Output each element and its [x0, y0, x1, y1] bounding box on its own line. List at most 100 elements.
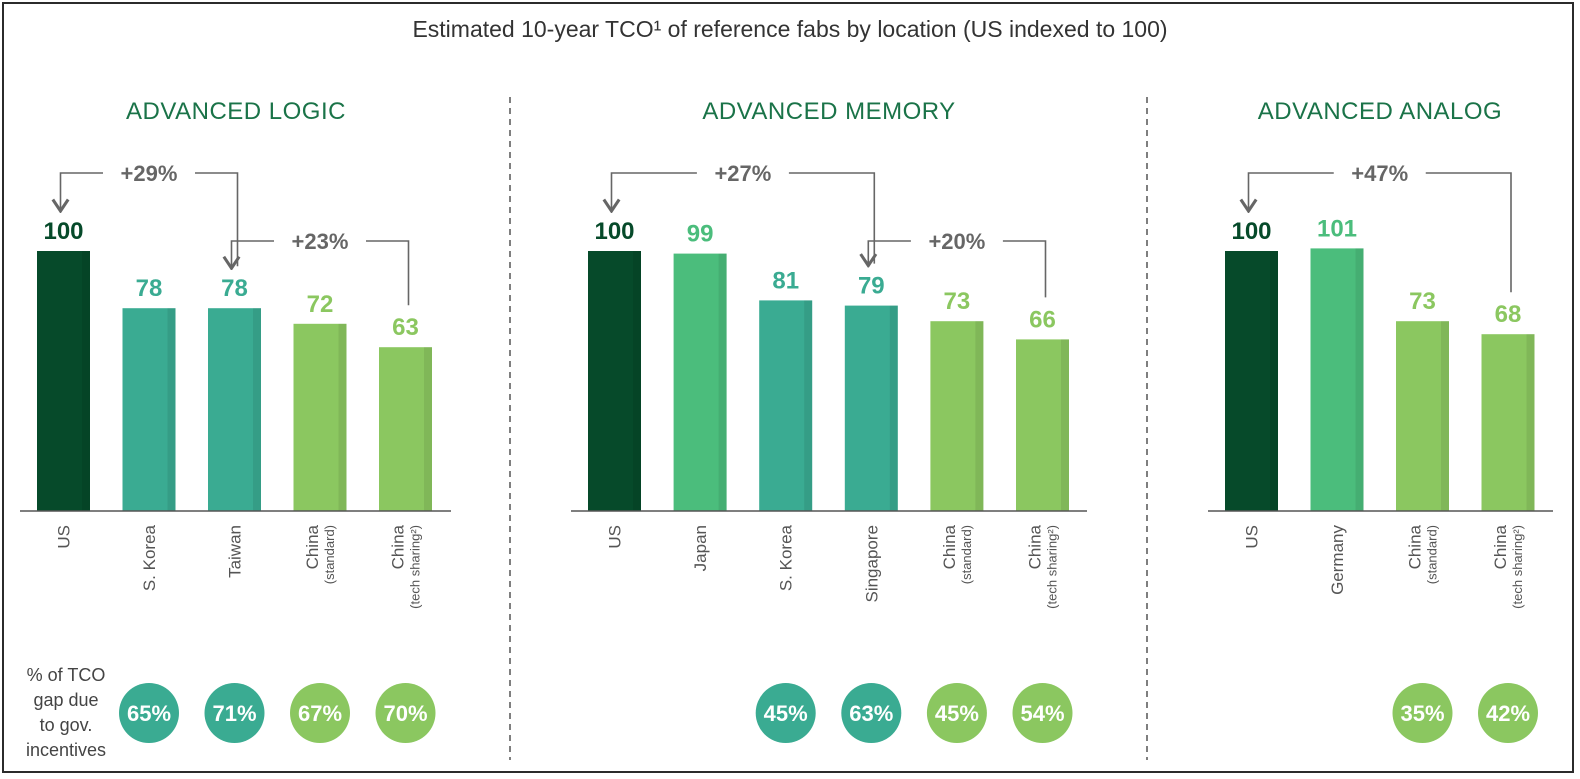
panel-title: ADVANCED ANALOG — [1258, 98, 1502, 125]
category-label: Japan — [691, 525, 710, 571]
category-label: US — [1243, 525, 1262, 549]
category-sublabel: (tech sharing²) — [1045, 525, 1060, 609]
bar-0 — [1225, 251, 1278, 511]
incentive-share-label: 35% — [1400, 701, 1444, 726]
incentive-circle — [1478, 683, 1538, 743]
bar-shade-1 — [718, 253, 727, 511]
bar-shade-1 — [167, 308, 176, 511]
bar-2 — [1396, 321, 1449, 511]
category-sublabel: (standard) — [959, 525, 974, 584]
incentive-circle — [375, 683, 436, 743]
value-label: 72 — [307, 291, 334, 318]
annotation-arrow — [1249, 172, 1334, 211]
bar-shade-3 — [889, 305, 898, 511]
category-label: S. Korea — [140, 524, 159, 591]
incentive-circle — [841, 683, 902, 743]
annotation-arrow — [61, 172, 103, 211]
annotation-bracket — [1002, 240, 1047, 298]
value-label: 81 — [772, 267, 799, 294]
value-label: 68 — [1495, 301, 1522, 328]
incentive-circle — [926, 683, 987, 743]
incentive-share-label: 70% — [383, 701, 427, 726]
panel-dividers — [509, 97, 1148, 760]
value-label: 73 — [1409, 288, 1436, 315]
bar-shade-4 — [975, 321, 984, 511]
value-label: 66 — [1029, 306, 1056, 333]
panel-advanced-logic: ADVANCED LOGIC 100 US 78 S. Korea 65% 78 Taiwan… — [20, 98, 451, 743]
category-label: China — [1406, 524, 1425, 569]
category-sublabel: (standard) — [322, 525, 337, 584]
annotation-bracket — [1425, 172, 1512, 293]
bar-0 — [37, 251, 90, 511]
category-label: Singapore — [862, 525, 881, 603]
category-label: Taiwan — [226, 525, 245, 578]
bar-shade-4 — [424, 347, 432, 511]
bar-3 — [844, 305, 898, 511]
category-label: China — [1026, 524, 1045, 569]
annotation-arrow — [232, 240, 274, 268]
incentive-circle — [119, 683, 179, 743]
bar-shade-3 — [1526, 334, 1535, 511]
category-label: US — [55, 525, 74, 549]
incentive-share-label: 54% — [1020, 701, 1064, 726]
incentive-share-label: 45% — [764, 701, 808, 726]
chart-title: Estimated 10-year TCO¹ of reference fabs… — [412, 16, 1168, 42]
bar-1 — [122, 308, 176, 511]
annotation-arrow — [612, 172, 697, 211]
value-label: 63 — [392, 314, 419, 341]
annotation-label: +47% — [1351, 161, 1408, 186]
category-sublabel: (tech sharing²) — [1510, 525, 1525, 609]
incentive-share-label: 45% — [935, 701, 979, 726]
category-label: Germany — [1328, 525, 1347, 595]
annotation-arrow — [868, 240, 911, 266]
value-label: 99 — [687, 221, 714, 248]
bar-shade-2 — [804, 300, 813, 511]
annotation-label: +27% — [714, 161, 771, 186]
annotation-label: +23% — [292, 229, 349, 254]
category-sublabel: (standard) — [1425, 525, 1440, 584]
bar-4 — [930, 321, 984, 511]
category-label: China — [303, 524, 322, 569]
category-label: S. Korea — [777, 524, 796, 591]
incentive-share-label: 42% — [1486, 701, 1530, 726]
bar-shade-2 — [1441, 321, 1449, 511]
bar-shade-2 — [253, 308, 261, 511]
annotation-label: +29% — [121, 161, 178, 186]
bar-3 — [1481, 334, 1535, 511]
bar-shade-3 — [338, 323, 347, 511]
value-label: 79 — [858, 273, 885, 300]
category-label: China — [1491, 524, 1510, 569]
annotation-bracket — [366, 240, 410, 306]
value-label: 78 — [221, 275, 248, 302]
value-label: 73 — [944, 288, 971, 315]
bar-shade-5 — [1061, 339, 1069, 511]
value-label: 100 — [43, 218, 83, 245]
chart-panels: ADVANCED LOGIC 100 US 78 S. Korea 65% 78 Taiwan… — [20, 98, 1553, 743]
incentive-share-label: 63% — [849, 701, 893, 726]
annotation-label: +20% — [928, 229, 985, 254]
bar-4 — [379, 347, 432, 511]
bar-shade-0 — [1270, 251, 1278, 511]
panel-advanced-memory: ADVANCED MEMORY 100 US 99 Japan 81 S. Korea 45%… — [571, 98, 1087, 743]
incentive-share-label: 71% — [212, 701, 256, 726]
bar-3 — [293, 323, 347, 511]
bar-0 — [588, 251, 641, 511]
incentive-circle — [755, 683, 816, 743]
incentive-circle — [1392, 683, 1453, 743]
bar-2 — [208, 308, 261, 511]
category-label: China — [389, 524, 408, 569]
footnote-line-3: to gov. — [40, 715, 93, 735]
incentive-circle — [1012, 683, 1073, 743]
bar-shade-0 — [633, 251, 641, 511]
annotation-bracket — [195, 172, 239, 267]
panel-title: ADVANCED LOGIC — [126, 98, 346, 125]
value-label: 78 — [136, 275, 163, 302]
value-label: 100 — [594, 218, 634, 245]
bar-shade-0 — [82, 251, 90, 511]
annotation-bracket — [788, 172, 876, 264]
footnote-line-1: % of TCO — [27, 665, 106, 685]
bar-2 — [759, 300, 813, 511]
incentive-share-label: 65% — [127, 701, 171, 726]
